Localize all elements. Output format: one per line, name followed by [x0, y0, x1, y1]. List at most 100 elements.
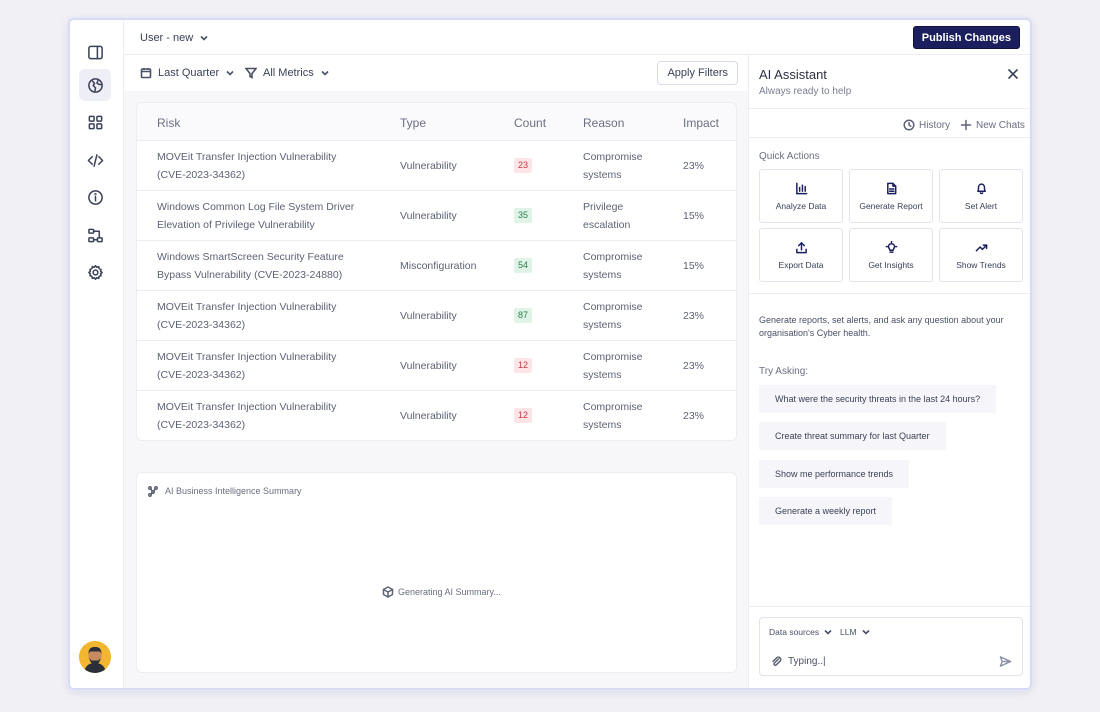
type-cell: Vulnerability — [400, 160, 457, 172]
assistant-description: Generate reports, set alerts, and ask an… — [759, 315, 1004, 338]
trend-up-icon — [975, 243, 987, 251]
sparkle-nodes-icon — [148, 486, 158, 497]
lightbulb-icon — [885, 240, 897, 253]
quick-action-export-data[interactable]: Export Data — [759, 228, 843, 282]
quick-action-label: Set Alert — [964, 200, 998, 211]
type-cell: Vulnerability — [400, 410, 457, 422]
count-badge: 12 — [514, 358, 533, 373]
history-button[interactable]: History — [903, 119, 950, 131]
risk-cell: MOVEit Transfer Injection Vulnerability … — [157, 351, 337, 381]
user-selector[interactable]: User - new — [140, 32, 209, 44]
type-cell: Vulnerability — [400, 310, 457, 322]
metrics-filter-label: All Metrics — [263, 67, 314, 79]
sidebar-item-info[interactable] — [79, 181, 111, 213]
assistant-history-bar: History New Chats — [749, 108, 1030, 138]
table-row[interactable]: MOVEit Transfer Injection Vulnerability … — [137, 391, 736, 440]
column-header-risk[interactable]: Risk — [157, 116, 181, 130]
publish-changes-button[interactable]: Publish Changes — [912, 26, 1020, 49]
send-button[interactable] — [999, 655, 1012, 668]
quick-action-show-trends[interactable]: Show Trends — [939, 228, 1023, 282]
risk-cell: MOVEit Transfer Injection Vulnerability … — [157, 151, 337, 181]
table-row[interactable]: MOVEit Transfer Injection Vulnerability … — [137, 341, 736, 391]
table-row[interactable]: MOVEit Transfer Injection Vulnerability … — [137, 291, 736, 341]
reason-cell: Compromise systems — [583, 151, 643, 181]
info-icon — [87, 189, 103, 205]
user-avatar-image — [79, 641, 111, 673]
risk-cell: MOVEit Transfer Injection Vulnerability … — [157, 401, 337, 431]
document-icon — [886, 182, 896, 194]
count-badge: 35 — [514, 208, 533, 223]
llm-label: LLM — [840, 627, 857, 637]
reason-cell: Compromise systems — [583, 351, 643, 381]
reason-cell: Compromise systems — [583, 401, 643, 431]
workflow-icon — [87, 228, 103, 242]
column-header-count[interactable]: Count — [514, 116, 547, 130]
table-row[interactable]: Windows SmartScreen Security Feature Byp… — [137, 241, 736, 291]
count-badge: 23 — [514, 158, 533, 173]
sidebar-item-settings[interactable] — [79, 256, 111, 288]
chat-input-box[interactable]: Data sources LLM Typing..| — [759, 617, 1023, 676]
column-header-type[interactable]: Type — [400, 116, 427, 130]
chevron-down-icon — [824, 629, 832, 635]
assistant-subtitle: Always ready to help — [759, 86, 852, 97]
quick-action-label: Export Data — [778, 259, 824, 270]
sidebar-panel-icon — [87, 45, 103, 59]
table-row[interactable]: MOVEit Transfer Injection Vulnerability … — [137, 141, 736, 191]
count-badge: 87 — [514, 308, 533, 323]
data-sources-dropdown[interactable]: Data sources — [769, 627, 833, 637]
count-badge: 12 — [514, 408, 533, 423]
metrics-filter[interactable]: All Metrics — [245, 67, 330, 79]
app-window: User - new Publish Changes Last Quarter … — [68, 18, 1032, 690]
new-chats-button[interactable]: New Chats — [960, 119, 1025, 131]
ai-summary-title: AI Business Intelligence Summary — [165, 486, 302, 496]
avatar[interactable] — [79, 641, 111, 673]
quick-action-generate-report[interactable]: Generate Report — [849, 169, 933, 223]
type-cell: Vulnerability — [400, 210, 457, 222]
type-cell: Vulnerability — [400, 360, 457, 372]
quick-action-label: Get Insights — [868, 259, 914, 270]
quick-action-label: Analyze Data — [775, 200, 827, 211]
quick-action-get-insights[interactable]: Get Insights — [849, 228, 933, 282]
ai-summary-header: AI Business Intelligence Summary — [147, 485, 302, 497]
suggestion-chip[interactable]: Show me performance trends — [759, 460, 910, 488]
chat-input-text: Typing..| — [788, 655, 826, 667]
llm-dropdown[interactable]: LLM — [840, 627, 871, 637]
period-filter-label: Last Quarter — [158, 67, 220, 79]
bar-chart-icon — [795, 182, 807, 194]
impact-cell: 23% — [683, 410, 705, 422]
toggle-sidebar-button[interactable] — [79, 36, 111, 68]
sidebar-item-dashboard[interactable] — [79, 106, 111, 138]
suggestion-chip[interactable]: Create threat summary for last Quarter — [759, 422, 946, 450]
upload-icon — [795, 241, 807, 253]
data-sources-label: Data sources — [769, 627, 820, 637]
apply-filters-button[interactable]: Apply Filters — [657, 61, 738, 85]
divider — [749, 293, 1030, 294]
chat-composer: Data sources LLM Typing..| — [749, 606, 1030, 688]
close-icon — [1007, 68, 1019, 80]
quick-action-set-alert[interactable]: Set Alert — [939, 169, 1023, 223]
funnel-icon — [245, 67, 257, 79]
quick-action-label: Show Trends — [956, 259, 1006, 270]
code-icon — [87, 153, 103, 167]
paperclip-icon[interactable] — [770, 655, 782, 667]
new-chats-label: New Chats — [976, 119, 1025, 131]
quick-action-label: Generate Report — [859, 200, 923, 211]
history-label: History — [919, 119, 951, 131]
sidebar-item-workflow[interactable] — [79, 219, 111, 251]
sidebar-item-code[interactable] — [79, 144, 111, 176]
chat-input[interactable]: Typing..| — [770, 655, 826, 667]
gear-icon — [87, 264, 103, 280]
column-header-impact[interactable]: Impact — [683, 116, 720, 130]
period-filter[interactable]: Last Quarter — [140, 67, 235, 79]
table-row[interactable]: Windows Common Log File System Driver El… — [137, 191, 736, 241]
risk-cell: Windows SmartScreen Security Feature Byp… — [157, 251, 344, 281]
quick-action-analyze-data[interactable]: Analyze Data — [759, 169, 843, 223]
chevron-down-icon — [861, 629, 870, 635]
suggestion-chip[interactable]: What were the security threats in the la… — [759, 385, 997, 413]
reason-cell: Compromise systems — [583, 301, 643, 331]
suggestion-chip[interactable]: Generate a weekly report — [759, 497, 893, 525]
column-header-reason[interactable]: Reason — [583, 116, 625, 130]
close-assistant-button[interactable] — [1006, 67, 1020, 81]
type-cell: Misconfiguration — [400, 260, 477, 272]
sidebar-item-globe[interactable] — [79, 69, 111, 101]
